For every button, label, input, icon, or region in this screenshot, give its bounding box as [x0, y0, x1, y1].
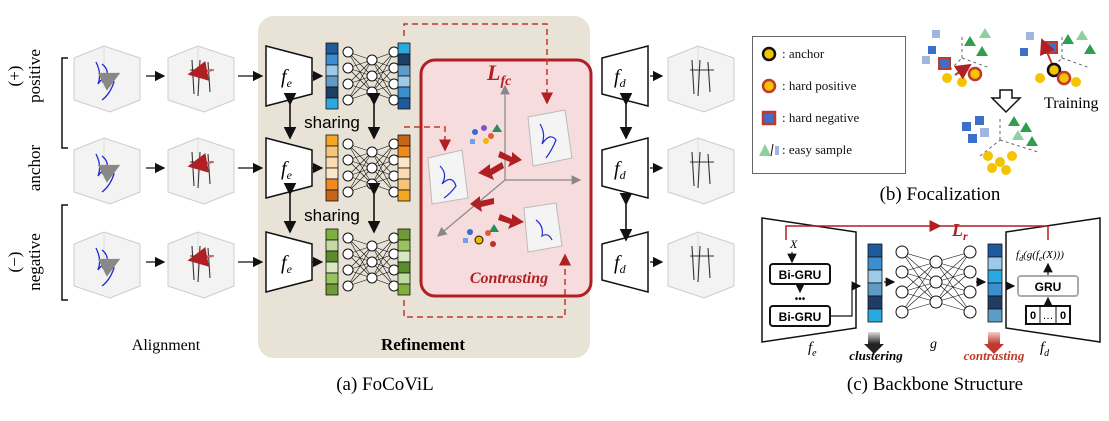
projected-vector-anchor: [397, 134, 411, 202]
caption-a: (a) FoCoViL: [336, 374, 434, 395]
sharing-label-bottom: sharing: [304, 206, 360, 225]
training-label: Training: [1044, 95, 1099, 112]
gru-box: [1017, 275, 1079, 297]
gru-label: GRU: [1035, 280, 1062, 294]
middle-label-g: g: [930, 337, 937, 352]
panel-b: Training (b) Focalization: [880, 28, 1099, 205]
before-clusters-left: [922, 28, 991, 87]
bigru-dots: •••: [795, 294, 806, 305]
clustering-gradient-arrow: [868, 332, 880, 344]
encoder-anchor: [265, 137, 313, 199]
sign-label-negative: (−): [5, 252, 24, 273]
row-brackets: [61, 57, 68, 301]
mlp-anchor: [342, 138, 400, 198]
decoder-code-vector: [987, 243, 1003, 323]
embedding-axes: [437, 84, 582, 237]
contrast-force-arrows: [470, 151, 524, 229]
caption-c: (c) Backbone Structure: [847, 374, 1023, 395]
encoder-positive: [265, 45, 313, 107]
contrasting-label-c: contrasting: [964, 348, 1025, 363]
legend-hard-positive: : hard positive: [759, 75, 856, 97]
decoder-negative: [601, 231, 649, 293]
positive-card: [527, 109, 573, 167]
clustering-label: clustering: [849, 348, 903, 363]
output-formula: fd(g(fe(X))): [1016, 249, 1064, 263]
legend-easy-sample: : easy sample: [759, 139, 852, 161]
encoder-code-vector: [867, 243, 883, 323]
contrasting-gradient-arrow: [988, 332, 1000, 344]
side-label-negative: negative: [25, 233, 44, 291]
encoder-negative: [265, 231, 313, 293]
encoder-label-anchor: fe: [281, 158, 293, 182]
aligned-skeleton-positive: [167, 45, 235, 113]
reconstructed-skeleton-negative: [667, 231, 735, 299]
raw-skeleton-positive: [73, 45, 141, 113]
decoder-positive: [601, 45, 649, 107]
reconstructed-skeleton-anchor: [667, 137, 735, 205]
loss-r-label: Lr: [951, 220, 968, 243]
caption-b: (b) Focalization: [880, 184, 1001, 205]
loss-fc-label: Lfc: [486, 60, 512, 89]
raw-skeleton-anchor: [73, 137, 141, 205]
reconstructed-skeleton-positive: [667, 45, 735, 113]
before-clusters-right: [1020, 30, 1096, 87]
contrast-sample-clusters: [463, 124, 502, 247]
zero-vector: 0 … 0: [1025, 305, 1071, 325]
aligned-skeleton-anchor: [167, 137, 235, 205]
bigru-label-top: Bi-GRU: [779, 268, 822, 282]
mlp-negative: [342, 232, 400, 292]
easy-sample-icon: [759, 143, 779, 157]
code-vector-negative: [325, 228, 339, 296]
projected-vector-negative: [397, 228, 411, 296]
decoder-label-fd: fd: [1040, 340, 1050, 359]
legend-easy-sample-text: : easy sample: [782, 142, 853, 157]
middle-network-g: [884, 245, 987, 319]
code-vector-positive: [325, 42, 339, 110]
legend-hard-negative: : hard negative: [759, 107, 859, 129]
code-vector-anchor: [325, 134, 339, 202]
sharing-label-top: sharing: [304, 113, 360, 132]
encoder-label-positive: fe: [281, 66, 293, 90]
anchor-card: [427, 149, 469, 205]
legend-box: : anchor : hard positive : hard negative…: [752, 36, 906, 174]
training-down-arrow: [990, 89, 1022, 114]
side-label-positive: positive: [25, 49, 44, 103]
input-x-label: X: [789, 237, 798, 251]
dashed-feature-links: [403, 23, 571, 318]
encoder-label-negative: fe: [281, 252, 293, 276]
raw-skeleton-negative: [73, 231, 141, 299]
bigru-label-bottom: Bi-GRU: [779, 310, 822, 324]
decoder-anchor: [601, 137, 649, 199]
contrasting-label: Contrasting: [470, 270, 548, 287]
svg-text:…: …: [1043, 310, 1054, 322]
anchor-circle-icon: [761, 46, 777, 62]
negative-card: [523, 202, 563, 253]
svg-text:0: 0: [1060, 310, 1066, 322]
hard-negative-square-icon: [761, 110, 777, 126]
legend-hard-positive-text: : hard positive: [782, 78, 857, 93]
contrast-cards: [427, 109, 573, 253]
encoder-label-fe: fe: [808, 340, 817, 359]
svg-text:0: 0: [1030, 310, 1036, 322]
panel-c: Lr X Bi-GRU ••• Bi-GRU g fd(g(fe(X))) GR…: [761, 217, 1101, 395]
legend-anchor: : anchor: [759, 43, 824, 65]
hard-positive-circle-icon: [761, 78, 777, 94]
legend-anchor-text: : anchor: [782, 46, 825, 61]
alignment-label: Alignment: [132, 337, 201, 354]
sharing-arrows: [283, 92, 633, 242]
refinement-label: Refinement: [381, 335, 465, 354]
side-label-anchor: anchor: [25, 145, 44, 192]
sign-label-positive: (+): [5, 66, 24, 87]
projected-vector-positive: [397, 42, 411, 110]
aligned-skeleton-negative: [167, 231, 235, 299]
legend-hard-negative-text: : hard negative: [782, 110, 860, 125]
after-clusters: [962, 116, 1039, 175]
